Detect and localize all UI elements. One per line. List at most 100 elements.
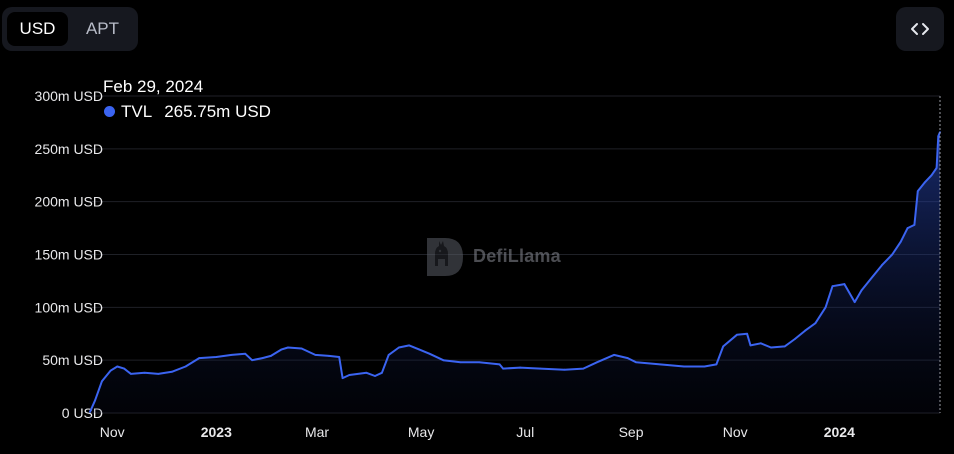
tvl-point (804, 329, 807, 332)
series-tvl (89, 131, 941, 413)
tvl-point (770, 346, 772, 349)
tvl-point (184, 365, 187, 368)
tvl-point (408, 344, 411, 347)
tvl-point (459, 361, 462, 364)
tooltip-date: Feb 29, 2024 (103, 77, 204, 96)
tvl-point (270, 355, 272, 357)
tvl-point (230, 353, 233, 356)
tvl-point (824, 306, 827, 309)
currency-option-apt[interactable]: APT (85, 19, 120, 38)
y-tick-label: 100m USD (35, 299, 103, 315)
tvl-point (244, 352, 247, 355)
tvl-point (860, 289, 863, 292)
x-tick-label: 2023 (201, 424, 232, 440)
tvl-point (398, 346, 400, 349)
y-tick-label: 250m USD (35, 141, 103, 157)
tvl-point (913, 224, 916, 226)
tvl-point (348, 374, 351, 376)
tvl-point (380, 371, 383, 374)
tvl-point (300, 347, 303, 350)
currency-option-usd[interactable]: USD (7, 12, 68, 46)
tvl-point (314, 353, 317, 356)
tvl-point (881, 264, 883, 266)
tooltip-value: 265.75m USD (164, 102, 271, 121)
tvl-point (280, 348, 283, 351)
y-tick-label: 300m USD (35, 88, 103, 104)
watermark-text: DefiLlama (473, 245, 561, 266)
code-brackets-icon (911, 23, 929, 35)
tvl-point (338, 356, 341, 358)
tvl-point (794, 338, 796, 340)
tvl-point (749, 344, 752, 347)
tvl-point (596, 361, 598, 364)
tvl-point (498, 363, 501, 366)
tvl-point (853, 301, 856, 303)
tooltip-series-name: TVL (121, 102, 153, 121)
tvl-point (923, 181, 926, 184)
tvl-point (418, 348, 421, 351)
tvl-point (374, 375, 376, 377)
tvl-point (613, 353, 615, 356)
tvl-point (171, 370, 173, 373)
tvl-point (935, 166, 938, 169)
x-tick-label: Jul (516, 424, 534, 440)
tvl-point (116, 365, 119, 368)
tvl-point (502, 367, 504, 370)
tvl-point (783, 345, 786, 348)
tvl-point (831, 285, 834, 288)
tvl-point (659, 363, 661, 366)
tvl-point (899, 240, 902, 243)
tvl-point (843, 283, 846, 285)
tvl-line (89, 131, 941, 413)
tvl-point (101, 380, 103, 383)
tvl-point (891, 253, 894, 256)
tvl-point (198, 357, 201, 359)
tvl-point (365, 371, 368, 374)
tvl-point (539, 367, 542, 370)
tvl-point (916, 190, 919, 193)
x-tick-label: Nov (100, 424, 125, 440)
tvl-point (328, 355, 330, 357)
tvl-point (563, 368, 566, 371)
tvl-point (287, 346, 289, 349)
chart-tooltip: Feb 29, 2024 TVL 265.75m USD (103, 74, 271, 124)
tvl-point (109, 369, 112, 372)
embed-button[interactable] (896, 7, 944, 51)
tooltip-series-row: TVL 265.75m USD (103, 99, 271, 124)
tvl-point (635, 361, 638, 364)
y-tick-label: 150m USD (35, 247, 103, 263)
series-color-dot (104, 106, 115, 117)
tvl-point (582, 367, 585, 370)
tvl-point (94, 399, 97, 402)
tvl-point (814, 322, 817, 325)
y-tick-label: 200m USD (35, 194, 103, 210)
tvl-point (215, 356, 218, 358)
tvl-point (157, 373, 160, 375)
x-tick-label: May (408, 424, 434, 440)
tvl-point (906, 227, 909, 229)
tvl-point (89, 411, 91, 413)
tvl-point (703, 365, 706, 368)
x-tick-label: 2024 (824, 424, 855, 440)
tvl-point (261, 357, 264, 359)
x-tick-label: Mar (305, 424, 329, 440)
tvl-point (930, 174, 933, 177)
tvl-point (387, 353, 390, 356)
tvl-point (428, 352, 431, 355)
tvl-point (341, 377, 344, 380)
tvl-point (143, 371, 146, 374)
currency-toggle: USD APT (2, 7, 138, 51)
y-tick-label: 50m USD (42, 352, 103, 368)
tvl-point (519, 366, 522, 369)
tvl-point (130, 373, 132, 375)
tvl-point (683, 365, 685, 368)
x-tick-label: Nov (723, 424, 748, 440)
tvl-point (759, 342, 762, 345)
tvl-point (722, 345, 725, 348)
tvl-point (626, 357, 629, 359)
x-tick-label: Sep (619, 424, 644, 440)
tvl-point (715, 363, 718, 366)
